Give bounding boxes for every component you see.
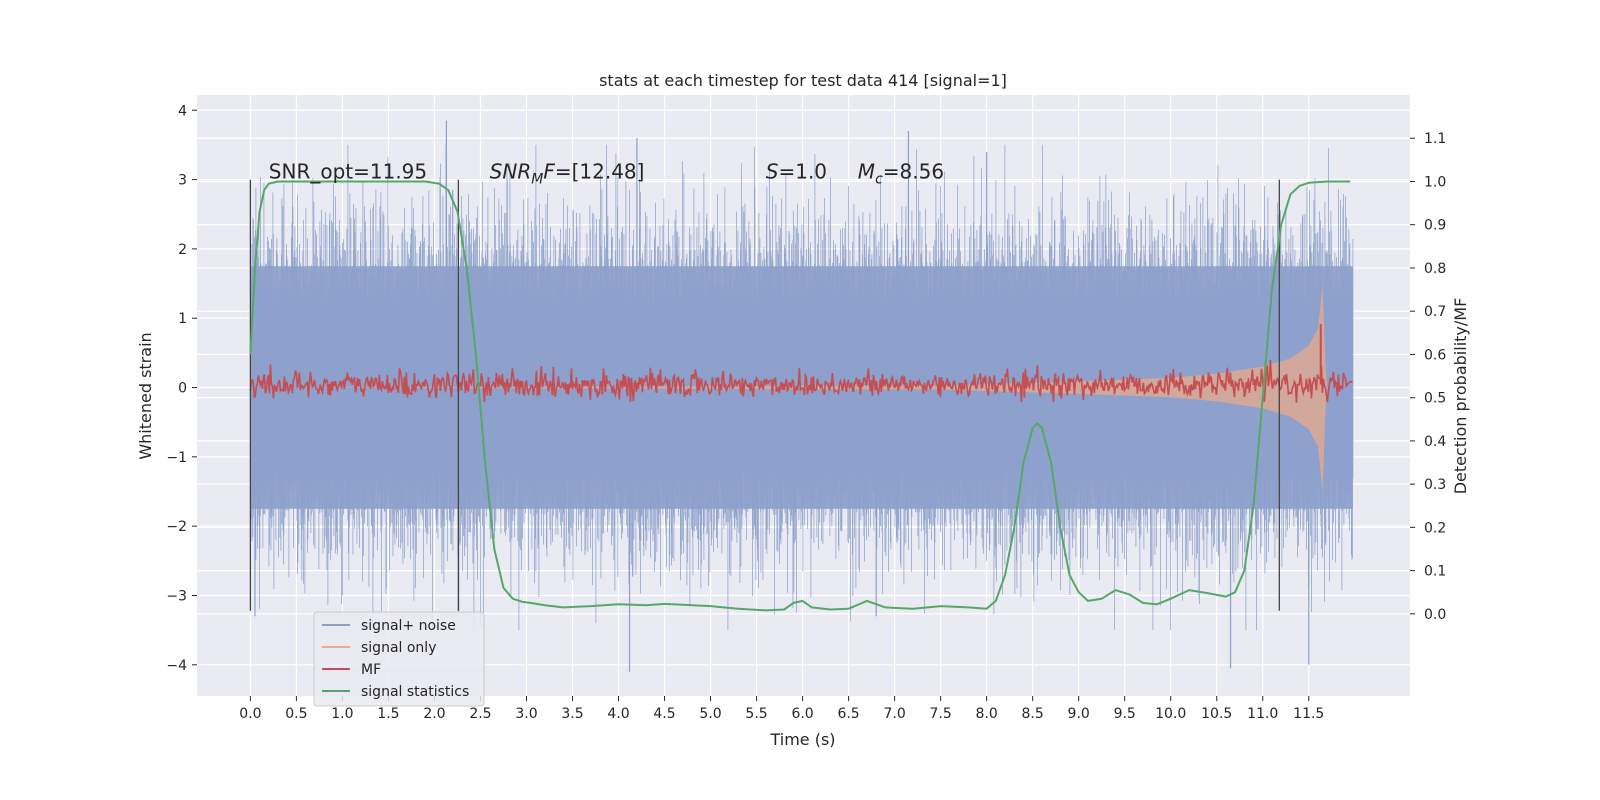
annotation-snr_opt: SNR_opt=11.95 <box>269 160 427 184</box>
vertical-markers <box>249 179 1280 611</box>
x-tick-label: 6.0 <box>791 706 813 722</box>
x-tick-label: 1.5 <box>377 706 399 722</box>
legend-label: signal+ noise <box>361 618 456 634</box>
y-tick-label: −4 <box>166 658 187 674</box>
x-tick-label: 3.0 <box>515 706 537 722</box>
y2-tick-label: 1.0 <box>1424 174 1446 190</box>
y-tick-label: 1 <box>178 311 187 327</box>
x-tick-label: 9.0 <box>1068 706 1090 722</box>
chart-title: stats at each timestep for test data 414… <box>599 71 1007 90</box>
series-signal-statistics <box>249 180 1351 612</box>
legend-label: MF <box>361 662 381 678</box>
y-axis-ticks: −4 −3 −2 −1 0 1 2 3 4 <box>166 103 197 674</box>
y2-tick-label: 0.3 <box>1424 477 1446 493</box>
x-tick-label: 7.0 <box>883 706 905 722</box>
y2-tick-label: 0.7 <box>1424 304 1446 320</box>
x-tick-label: 7.5 <box>929 706 951 722</box>
annotation-mc: Mc=8.56 <box>858 160 944 188</box>
x-tick-label: 6.5 <box>837 706 859 722</box>
annotation-s: S=1.0 <box>766 160 827 184</box>
y2-tick-label: 0.2 <box>1424 520 1446 536</box>
y2-tick-label: 0.1 <box>1424 564 1446 580</box>
x-tick-label: 1.0 <box>331 706 353 722</box>
y-tick-label: −2 <box>166 519 187 535</box>
y2-tick-label: 0.5 <box>1424 391 1446 407</box>
x-tick-label: 8.0 <box>976 706 998 722</box>
x-tick-label: 11.5 <box>1293 706 1324 722</box>
x-tick-label: 4.5 <box>653 706 675 722</box>
x-tick-label: 5.5 <box>745 706 767 722</box>
signal-statistics-curve <box>249 180 1351 612</box>
x-axis-label: Time (s) <box>769 730 835 749</box>
x-tick-label: 2.0 <box>423 706 445 722</box>
x-tick-label: 10.0 <box>1155 706 1186 722</box>
y2-tick-label: 1.1 <box>1424 131 1446 147</box>
x-tick-label: 0.5 <box>285 706 307 722</box>
y2-tick-label: 0.0 <box>1424 607 1446 623</box>
x-tick-label: 5.0 <box>699 706 721 722</box>
legend-box <box>313 611 485 707</box>
legend-label: signal statistics <box>361 684 469 700</box>
annotations: SNR_opt=11.95 SNRMF=[12.48] S=1.0 Mc=8.56 <box>269 160 944 188</box>
y-tick-label: 3 <box>178 173 187 189</box>
mf-trace <box>249 359 1353 403</box>
legend-label: signal only <box>361 640 436 656</box>
x-tick-label: 0.0 <box>239 706 261 722</box>
x-axis-ticks: 0.0 0.5 1.0 1.5 2.0 2.5 3.0 3.5 4.0 4.5 5.0 5.5 6.0 6… <box>239 696 1324 722</box>
x-tick-label: 2.5 <box>469 706 491 722</box>
y2-axis-label: Detection probability/MF <box>1451 298 1470 495</box>
x-tick-label: 4.0 <box>607 706 629 722</box>
y-tick-label: −1 <box>166 450 187 466</box>
x-tick-label: 10.5 <box>1201 706 1232 722</box>
y2-tick-label: 0.4 <box>1424 434 1446 450</box>
x-tick-label: 11.0 <box>1247 706 1278 722</box>
y-tick-label: 2 <box>178 242 187 258</box>
y2-tick-label: 0.9 <box>1424 218 1446 234</box>
annotation-snr_mf: SNRMF=[12.48] <box>490 160 645 188</box>
y2-tick-label: 0.8 <box>1424 261 1446 277</box>
y2-tick-label: 0.6 <box>1424 347 1446 363</box>
y-tick-label: −3 <box>166 588 187 604</box>
y-tick-label: 4 <box>178 103 187 119</box>
y-axis-label: Whitened strain <box>136 332 155 459</box>
x-tick-label: 9.5 <box>1114 706 1136 722</box>
series-mf <box>249 324 1353 403</box>
y2-axis-ticks: 0.0 0.1 0.2 0.3 0.4 0.5 0.6 0.7 0.8 0.9 1.0 1.1 <box>1410 131 1446 623</box>
x-tick-label: 8.5 <box>1022 706 1044 722</box>
legend: signal+ noise signal only MF signal statist… <box>313 611 485 707</box>
x-tick-label: 3.5 <box>561 706 583 722</box>
y-tick-label: 0 <box>178 381 187 397</box>
